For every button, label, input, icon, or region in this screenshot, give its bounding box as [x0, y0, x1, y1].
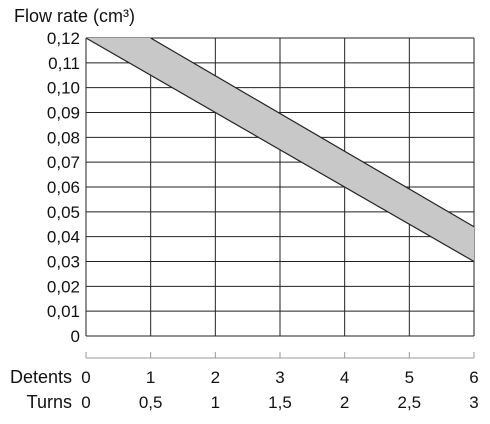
x-tick-labels: 0 0 1 0,5 2 1 3 1,5 4 2 5 2,5 6 3 — [81, 368, 478, 412]
flow-band — [85, 37, 475, 263]
y-tick-label: 0,04 — [47, 228, 80, 247]
y-tick-label: 0,03 — [47, 253, 80, 272]
chart-title: Flow rate (cm³) — [14, 6, 135, 26]
x-tick-label-detents: 5 — [405, 368, 414, 387]
x-tick-label-detents: 4 — [340, 368, 349, 387]
x-tick-label-detents: 2 — [211, 368, 220, 387]
y-tick-label: 0,08 — [47, 128, 80, 147]
y-tick-label: 0,06 — [47, 178, 80, 197]
x-tick-label-turns: 2 — [340, 393, 349, 412]
x-tick-label-turns: 1 — [211, 393, 220, 412]
x-axis-label-detents: Detents — [10, 367, 72, 387]
x-tick-label-turns: 1,5 — [268, 393, 292, 412]
y-tick-label: 0,05 — [47, 203, 80, 222]
x-tick-label-turns: 0 — [81, 393, 90, 412]
x-tick-label-detents: 6 — [469, 368, 478, 387]
y-tick-label: 0,09 — [47, 104, 80, 123]
x-tick-label-detents: 1 — [146, 368, 155, 387]
y-tick-label: 0,10 — [47, 79, 80, 98]
upper-bound-line — [150, 37, 475, 228]
lower-bound-line — [85, 37, 475, 263]
x-tick-label-detents: 3 — [275, 368, 284, 387]
x-axis-scale — [85, 352, 475, 359]
y-tick-labels: 0 0,01 0,02 0,03 0,04 0,05 0,06 0,07 0,08 0,09 0,1… — [47, 29, 80, 346]
x-tick-label-turns: 0,5 — [139, 393, 163, 412]
y-tick-label: 0 — [71, 327, 80, 346]
x-axis-label-turns: Turns — [27, 392, 72, 412]
y-tick-label: 0,02 — [47, 277, 80, 296]
grid-lines — [85, 37, 475, 337]
y-tick-label: 0,12 — [47, 29, 80, 48]
y-tick-label: 0,01 — [47, 302, 80, 321]
x-tick-label-turns: 2,5 — [398, 393, 422, 412]
x-tick-label-turns: 3 — [469, 393, 478, 412]
y-tick-label: 0,11 — [48, 54, 80, 73]
y-tick-label: 0,07 — [47, 153, 80, 172]
x-tick-label-detents: 0 — [81, 368, 90, 387]
